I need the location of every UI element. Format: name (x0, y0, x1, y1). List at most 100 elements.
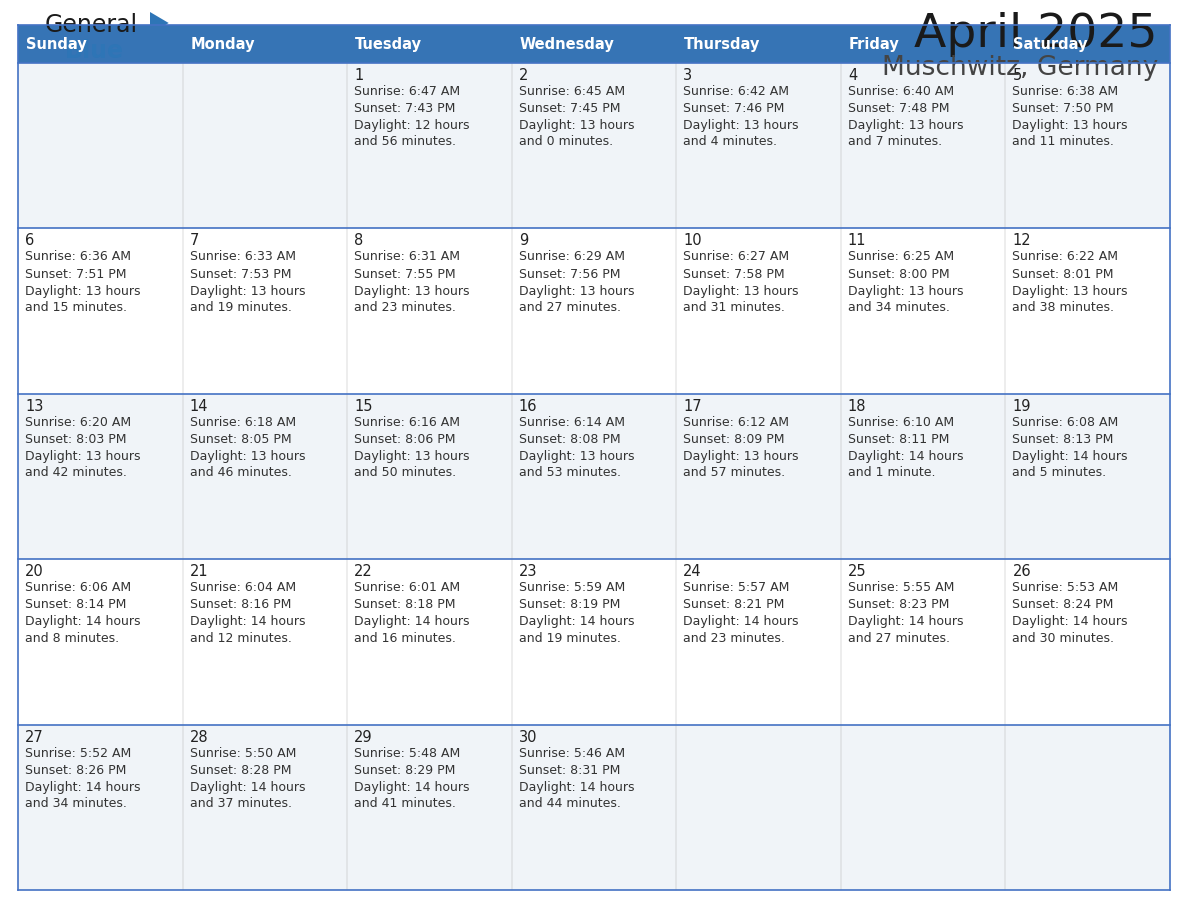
Bar (512, 394, 676, 559)
Text: April 2025: April 2025 (915, 12, 1158, 57)
Bar (347, 394, 512, 559)
Text: and 42 minutes.: and 42 minutes. (25, 466, 127, 479)
Text: Sunrise: 5:50 AM: Sunrise: 5:50 AM (190, 746, 296, 760)
Text: Sunrise: 6:31 AM: Sunrise: 6:31 AM (354, 251, 460, 263)
Text: Daylight: 13 hours: Daylight: 13 hours (354, 285, 469, 297)
Text: and 15 minutes.: and 15 minutes. (25, 301, 127, 314)
Text: Daylight: 14 hours: Daylight: 14 hours (848, 615, 963, 628)
Text: Daylight: 14 hours: Daylight: 14 hours (1012, 615, 1127, 628)
Text: Sunset: 8:13 PM: Sunset: 8:13 PM (1012, 433, 1114, 446)
Text: Sunset: 8:26 PM: Sunset: 8:26 PM (25, 764, 126, 777)
Bar (183, 724, 347, 890)
Text: Daylight: 13 hours: Daylight: 13 hours (190, 450, 305, 463)
Text: 19: 19 (1012, 398, 1031, 414)
Bar (512, 63, 676, 229)
Text: 24: 24 (683, 565, 702, 579)
Text: Sunrise: 5:55 AM: Sunrise: 5:55 AM (848, 581, 954, 594)
Text: Sunset: 7:43 PM: Sunset: 7:43 PM (354, 102, 455, 115)
Text: 20: 20 (25, 565, 44, 579)
Text: Saturday: Saturday (1013, 37, 1088, 51)
Text: and 50 minutes.: and 50 minutes. (354, 466, 456, 479)
Text: Sunrise: 6:18 AM: Sunrise: 6:18 AM (190, 416, 296, 429)
Bar (1005, 559, 1170, 724)
Bar (183, 394, 347, 559)
Text: Daylight: 14 hours: Daylight: 14 hours (683, 615, 798, 628)
Text: and 53 minutes.: and 53 minutes. (519, 466, 620, 479)
Text: Sunrise: 5:53 AM: Sunrise: 5:53 AM (1012, 581, 1119, 594)
Bar (347, 724, 512, 890)
Text: and 31 minutes.: and 31 minutes. (683, 301, 785, 314)
Text: Sunrise: 6:25 AM: Sunrise: 6:25 AM (848, 251, 954, 263)
Text: Daylight: 13 hours: Daylight: 13 hours (1012, 119, 1127, 132)
Text: and 57 minutes.: and 57 minutes. (683, 466, 785, 479)
Bar (841, 724, 1005, 890)
Text: Sunset: 8:19 PM: Sunset: 8:19 PM (519, 599, 620, 611)
Text: Sunset: 8:08 PM: Sunset: 8:08 PM (519, 433, 620, 446)
Text: Sunset: 8:21 PM: Sunset: 8:21 PM (683, 599, 784, 611)
Text: Monday: Monday (190, 37, 255, 51)
Text: 5: 5 (1012, 68, 1022, 83)
Bar (841, 25, 1005, 63)
Text: Daylight: 14 hours: Daylight: 14 hours (25, 780, 140, 794)
Bar (676, 25, 841, 63)
Text: Daylight: 14 hours: Daylight: 14 hours (25, 615, 140, 628)
Text: Wednesday: Wednesday (519, 37, 614, 51)
Text: Daylight: 14 hours: Daylight: 14 hours (190, 615, 305, 628)
Bar (347, 25, 512, 63)
Bar (841, 559, 1005, 724)
Text: 3: 3 (683, 68, 693, 83)
Text: Sunrise: 6:10 AM: Sunrise: 6:10 AM (848, 416, 954, 429)
Text: Sunset: 8:18 PM: Sunset: 8:18 PM (354, 599, 456, 611)
Text: and 1 minute.: and 1 minute. (848, 466, 935, 479)
Text: and 19 minutes.: and 19 minutes. (519, 632, 620, 644)
Text: Daylight: 13 hours: Daylight: 13 hours (25, 285, 140, 297)
Text: Blue: Blue (65, 39, 124, 63)
Bar (1005, 724, 1170, 890)
Bar (676, 394, 841, 559)
Text: Daylight: 13 hours: Daylight: 13 hours (848, 119, 963, 132)
Text: Sunset: 8:01 PM: Sunset: 8:01 PM (1012, 267, 1114, 281)
Text: Sunrise: 6:22 AM: Sunrise: 6:22 AM (1012, 251, 1118, 263)
Text: Sunrise: 6:16 AM: Sunrise: 6:16 AM (354, 416, 460, 429)
Text: Sunrise: 6:06 AM: Sunrise: 6:06 AM (25, 581, 131, 594)
Text: Sunrise: 6:36 AM: Sunrise: 6:36 AM (25, 251, 131, 263)
Text: Sunrise: 5:46 AM: Sunrise: 5:46 AM (519, 746, 625, 760)
Text: Sunset: 8:29 PM: Sunset: 8:29 PM (354, 764, 455, 777)
Text: and 23 minutes.: and 23 minutes. (683, 632, 785, 644)
Text: Sunrise: 5:52 AM: Sunrise: 5:52 AM (25, 746, 131, 760)
Text: 9: 9 (519, 233, 527, 249)
Text: Sunset: 7:46 PM: Sunset: 7:46 PM (683, 102, 784, 115)
Text: and 34 minutes.: and 34 minutes. (848, 301, 949, 314)
Text: Sunset: 8:23 PM: Sunset: 8:23 PM (848, 599, 949, 611)
Text: 22: 22 (354, 565, 373, 579)
Bar (18, 63, 183, 229)
Bar (183, 63, 347, 229)
Text: Sunrise: 6:47 AM: Sunrise: 6:47 AM (354, 85, 460, 98)
Text: Sunrise: 6:40 AM: Sunrise: 6:40 AM (848, 85, 954, 98)
Text: Daylight: 14 hours: Daylight: 14 hours (848, 450, 963, 463)
Text: 23: 23 (519, 565, 537, 579)
Text: Sunset: 8:11 PM: Sunset: 8:11 PM (848, 433, 949, 446)
Text: Sunrise: 6:08 AM: Sunrise: 6:08 AM (1012, 416, 1119, 429)
Bar (18, 559, 183, 724)
Text: Daylight: 13 hours: Daylight: 13 hours (519, 285, 634, 297)
Text: Sunrise: 5:57 AM: Sunrise: 5:57 AM (683, 581, 790, 594)
Bar (347, 229, 512, 394)
Text: Daylight: 13 hours: Daylight: 13 hours (1012, 285, 1127, 297)
Bar (347, 63, 512, 229)
Text: and 0 minutes.: and 0 minutes. (519, 136, 613, 149)
Text: 14: 14 (190, 398, 208, 414)
Text: Daylight: 14 hours: Daylight: 14 hours (190, 780, 305, 794)
Text: Sunset: 7:53 PM: Sunset: 7:53 PM (190, 267, 291, 281)
Text: Sunset: 8:24 PM: Sunset: 8:24 PM (1012, 599, 1114, 611)
Text: Sunset: 7:50 PM: Sunset: 7:50 PM (1012, 102, 1114, 115)
Text: Daylight: 12 hours: Daylight: 12 hours (354, 119, 469, 132)
Bar (1005, 63, 1170, 229)
Text: 18: 18 (848, 398, 866, 414)
Text: Sunset: 8:00 PM: Sunset: 8:00 PM (848, 267, 949, 281)
Text: 12: 12 (1012, 233, 1031, 249)
Text: and 4 minutes.: and 4 minutes. (683, 136, 777, 149)
Text: and 27 minutes.: and 27 minutes. (519, 301, 620, 314)
Text: and 7 minutes.: and 7 minutes. (848, 136, 942, 149)
Text: Sunset: 8:05 PM: Sunset: 8:05 PM (190, 433, 291, 446)
